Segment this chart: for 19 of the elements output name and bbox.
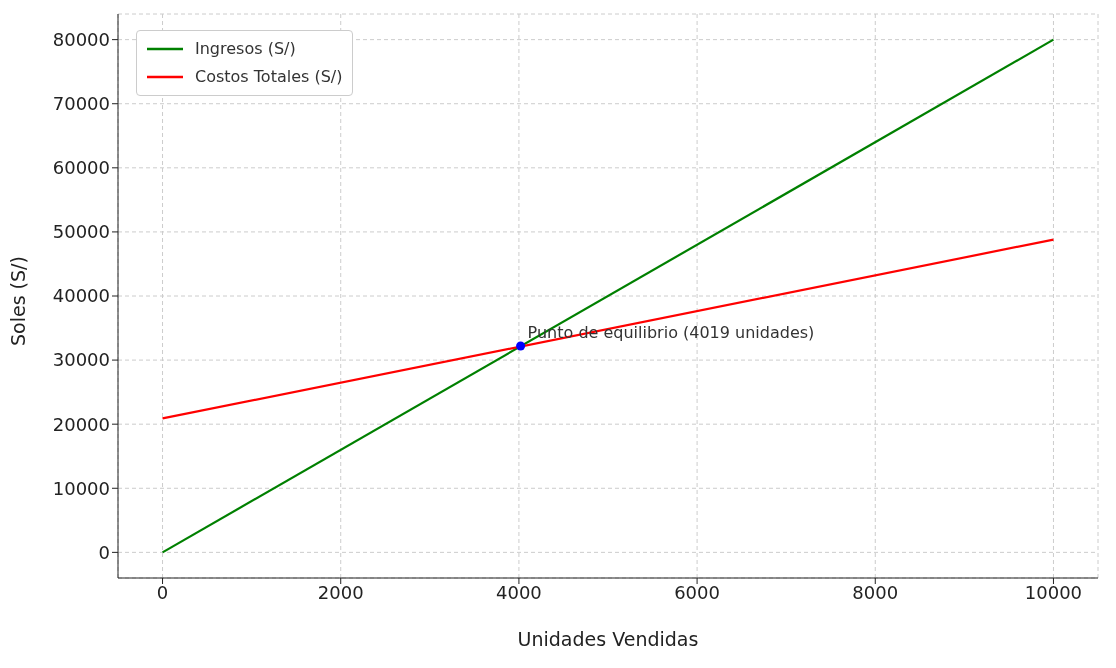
y-tick-label: 0 (98, 541, 110, 563)
y-tick-label: 50000 (52, 221, 110, 243)
x-tick-label: 6000 (674, 581, 720, 603)
x-tick-label: 2000 (317, 581, 364, 603)
x-axis-title: Unidades Vendidas (517, 628, 699, 650)
y-tick-label: 30000 (52, 349, 110, 371)
y-tick-label: 10000 (52, 477, 110, 499)
y-axis-title: Soles (S/) (6, 256, 29, 346)
y-tick-label: 60000 (52, 157, 110, 179)
x-tick-label: 4000 (496, 581, 542, 603)
legend-label: Costos Totales (S/) (195, 66, 343, 88)
x-tick-label: 8000 (852, 581, 899, 603)
x-tick-label: 10000 (1024, 581, 1083, 603)
legend-label: Ingresos (S/) (195, 38, 296, 60)
y-tick-label: 20000 (52, 413, 110, 435)
x-tick-label: 0 (156, 581, 169, 603)
y-tick-label: 70000 (52, 93, 110, 115)
y-tick-label: 80000 (52, 29, 110, 51)
y-tick-label: 40000 (52, 285, 110, 307)
